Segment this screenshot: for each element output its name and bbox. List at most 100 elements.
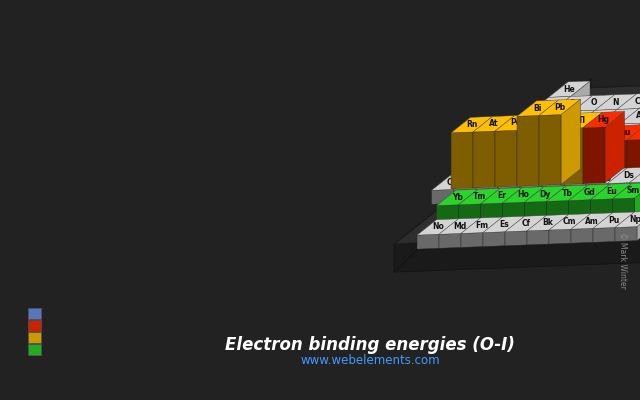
Text: www.webelements.com: www.webelements.com <box>300 354 440 368</box>
Polygon shape <box>547 185 588 202</box>
Polygon shape <box>559 140 600 156</box>
Bar <box>28 320 41 331</box>
Text: Si: Si <box>614 112 622 121</box>
Text: © Mark Winter: © Mark Winter <box>618 232 627 288</box>
Polygon shape <box>509 112 551 128</box>
Text: Hg: Hg <box>598 115 610 124</box>
Text: No: No <box>432 222 444 232</box>
Polygon shape <box>600 123 640 140</box>
Polygon shape <box>483 232 505 246</box>
Polygon shape <box>527 215 547 245</box>
Polygon shape <box>583 112 602 184</box>
Polygon shape <box>470 143 512 159</box>
Polygon shape <box>627 124 640 182</box>
Text: Tm: Tm <box>472 192 486 201</box>
Text: Pu: Pu <box>608 216 620 225</box>
Text: Bi: Bi <box>534 104 542 113</box>
Polygon shape <box>502 187 544 203</box>
Text: Nh: Nh <box>556 174 568 182</box>
Text: Sb: Sb <box>552 144 563 153</box>
Polygon shape <box>575 125 598 140</box>
Polygon shape <box>591 183 632 200</box>
Polygon shape <box>458 204 481 233</box>
Polygon shape <box>394 229 640 272</box>
Polygon shape <box>515 157 536 172</box>
Polygon shape <box>454 173 495 190</box>
Polygon shape <box>549 214 591 230</box>
Polygon shape <box>394 78 591 272</box>
Polygon shape <box>600 139 622 154</box>
Polygon shape <box>612 183 632 227</box>
Polygon shape <box>586 169 605 198</box>
Polygon shape <box>473 116 493 188</box>
Polygon shape <box>490 143 512 158</box>
Polygon shape <box>578 125 598 154</box>
Polygon shape <box>630 166 640 183</box>
Polygon shape <box>534 126 575 142</box>
Polygon shape <box>495 130 517 187</box>
Polygon shape <box>502 188 522 231</box>
Polygon shape <box>598 124 620 139</box>
Polygon shape <box>607 168 627 198</box>
Polygon shape <box>493 143 512 172</box>
Polygon shape <box>627 139 640 182</box>
Polygon shape <box>598 109 639 125</box>
Polygon shape <box>531 111 573 128</box>
Polygon shape <box>593 228 615 242</box>
Polygon shape <box>473 116 515 132</box>
Polygon shape <box>580 139 622 155</box>
Polygon shape <box>536 140 578 157</box>
Text: Te: Te <box>531 145 540 154</box>
Text: I: I <box>512 146 515 155</box>
Polygon shape <box>622 122 640 139</box>
Polygon shape <box>497 187 520 202</box>
Text: Gd: Gd <box>584 188 595 197</box>
Text: Kr: Kr <box>506 131 516 140</box>
Polygon shape <box>534 127 554 156</box>
Polygon shape <box>595 110 617 124</box>
Text: Se: Se <box>549 130 560 138</box>
Polygon shape <box>481 188 522 204</box>
Polygon shape <box>620 108 640 124</box>
Polygon shape <box>617 109 639 124</box>
Polygon shape <box>520 186 541 201</box>
Polygon shape <box>495 116 515 187</box>
Polygon shape <box>541 185 563 200</box>
Polygon shape <box>578 124 620 140</box>
Polygon shape <box>541 170 561 200</box>
Polygon shape <box>573 96 593 125</box>
Polygon shape <box>431 174 473 190</box>
Polygon shape <box>634 196 640 212</box>
Polygon shape <box>451 116 493 133</box>
Polygon shape <box>595 95 614 124</box>
Polygon shape <box>591 199 612 228</box>
Text: Zn: Zn <box>637 126 640 135</box>
Polygon shape <box>529 96 570 113</box>
Polygon shape <box>525 202 547 230</box>
Polygon shape <box>571 228 593 243</box>
Polygon shape <box>497 172 539 188</box>
Polygon shape <box>556 125 598 141</box>
Polygon shape <box>634 211 640 226</box>
Polygon shape <box>617 93 640 110</box>
Polygon shape <box>470 158 493 173</box>
Text: O: O <box>591 98 597 108</box>
Polygon shape <box>575 110 617 126</box>
Polygon shape <box>531 127 554 142</box>
Polygon shape <box>591 184 610 228</box>
Polygon shape <box>595 94 637 110</box>
Polygon shape <box>602 139 622 168</box>
Polygon shape <box>568 184 610 200</box>
Text: Mc: Mc <box>512 175 524 184</box>
Polygon shape <box>580 154 602 169</box>
Polygon shape <box>525 187 544 230</box>
Text: Er: Er <box>497 191 506 200</box>
Polygon shape <box>620 109 639 138</box>
Polygon shape <box>612 198 634 227</box>
Polygon shape <box>593 213 612 242</box>
Polygon shape <box>630 167 640 197</box>
Text: Og: Og <box>446 178 458 187</box>
Text: Ga: Ga <box>615 127 627 136</box>
Polygon shape <box>551 96 570 126</box>
Polygon shape <box>556 126 575 155</box>
